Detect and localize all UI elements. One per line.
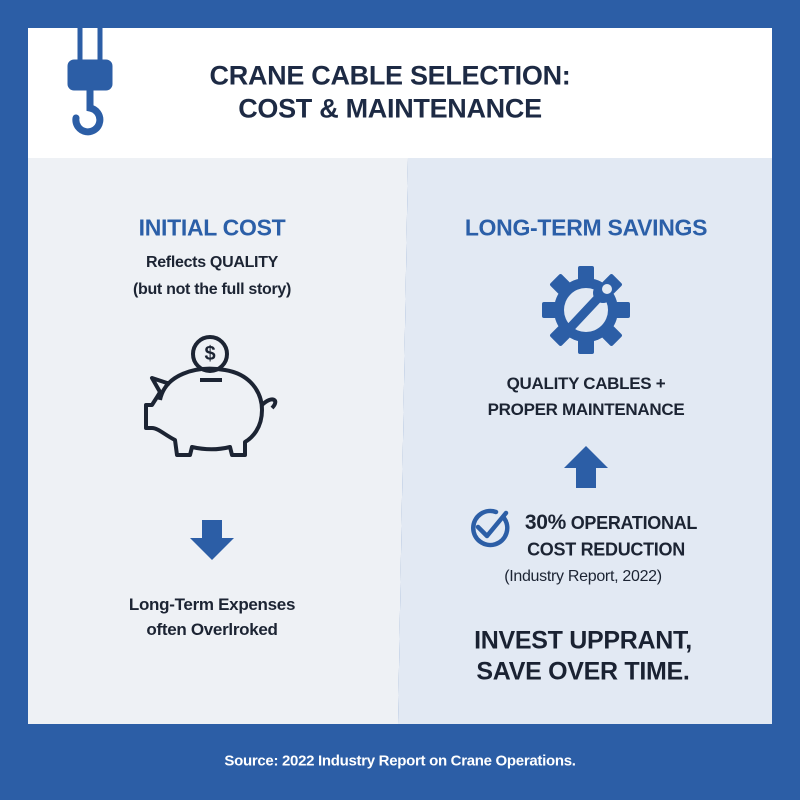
right-heading: LONG-TERM SAVINGS <box>464 214 708 241</box>
dollar-sign-icon: $ <box>204 343 215 365</box>
stat-line: 30% OPERATIONAL <box>524 511 698 535</box>
stat-label: OPERATIONAL <box>570 513 698 533</box>
crane-hook-icon <box>67 28 113 136</box>
title-line: COST & MAINTENANCE <box>238 93 542 124</box>
footer-source: Source: 2022 Industry Report on Crane Op… <box>224 752 576 770</box>
down-arrow <box>190 520 234 560</box>
right-text: PROPER MAINTENANCE <box>487 400 685 419</box>
left-footer: Long-Term Expenses <box>128 595 296 614</box>
stat-value: 30% <box>524 511 567 534</box>
title-line: CRANE CABLE SELECTION: <box>209 60 571 91</box>
stat-label: COST REDUCTION <box>527 539 685 560</box>
header-panel <box>28 28 772 158</box>
gear-wrench-icon <box>542 266 630 354</box>
check-icon <box>471 508 510 548</box>
slogan: INVEST UPPRANT, <box>474 626 692 655</box>
piggy-bank-icon <box>144 335 278 457</box>
up-arrow <box>564 446 608 488</box>
left-heading: INITIAL COST <box>138 214 286 241</box>
left-panel <box>28 158 408 724</box>
stat-source: (Industry Report, 2022) <box>504 568 662 585</box>
left-subtitle: (but not the full story) <box>132 281 292 298</box>
left-footer: often Overlroked <box>146 620 278 639</box>
slogan: SAVE OVER TIME. <box>476 657 690 686</box>
right-text: QUALITY CABLES + <box>506 374 666 393</box>
right-panel <box>398 158 772 724</box>
left-subtitle: Reflects QUALITY <box>145 254 279 271</box>
